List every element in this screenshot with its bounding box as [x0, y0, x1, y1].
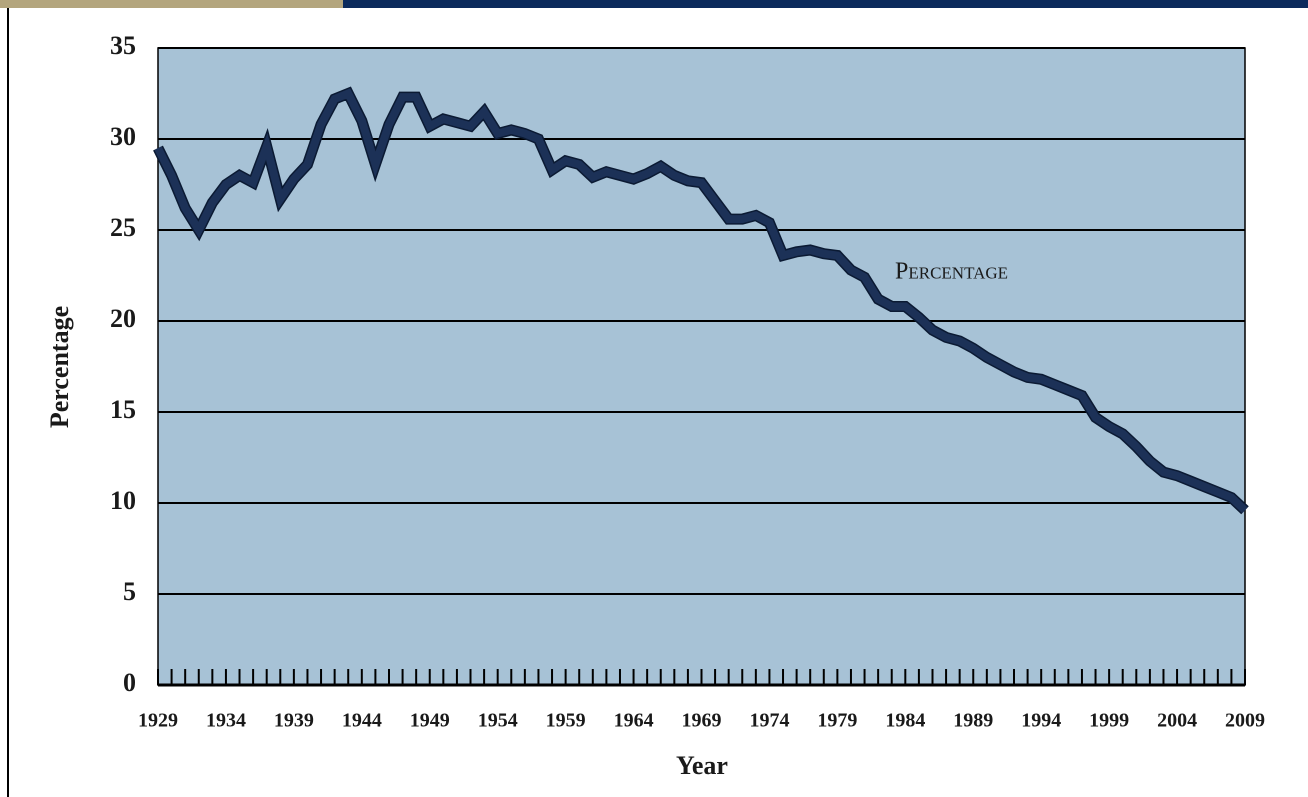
line-series: [154, 88, 1248, 514]
x-tick-label: 1999: [1089, 710, 1129, 732]
x-tick-label: 1964: [614, 710, 654, 732]
x-tick-label: 1934: [206, 710, 246, 732]
x-tick-label: 1974: [749, 710, 789, 732]
x-tick-label: 1989: [953, 710, 993, 732]
x-tick-label: 2009: [1225, 710, 1265, 732]
x-tick-label: 1979: [817, 710, 857, 732]
x-tick-label: 1994: [1021, 710, 1061, 732]
series-annotation: Percentage: [895, 259, 1008, 285]
x-tick-label: 2004: [1157, 710, 1197, 732]
y-tick-label: 25: [110, 213, 136, 242]
y-tick-label: 0: [123, 668, 136, 697]
x-tick-label: 1939: [274, 710, 314, 732]
y-tick-label: 30: [110, 122, 136, 151]
y-tick-label: 5: [123, 577, 136, 606]
y-tick-label: 15: [110, 395, 136, 424]
x-tick-label: 1959: [546, 710, 586, 732]
x-tick-label: 1954: [478, 710, 518, 732]
x-tick-label: 1984: [885, 710, 925, 732]
top-bar-right: [343, 0, 1308, 8]
x-axis-title: Year: [676, 751, 728, 780]
y-axis-title: Percentage: [45, 306, 74, 428]
y-tick-label: 20: [110, 304, 136, 333]
x-tick-label: 1969: [682, 710, 722, 732]
x-tick-label: 1929: [138, 710, 178, 732]
x-tick-label: 1944: [342, 710, 382, 732]
plot-area: [157, 47, 1246, 686]
y-tick-label: 10: [110, 486, 136, 515]
top-bar-left: [0, 0, 343, 8]
plot: 0 5 10 15 20 25 30 35 1929 1934 1939 1944 1949 1954 19…: [110, 31, 1265, 732]
x-tick-label: 1949: [410, 710, 450, 732]
y-tick-label: 35: [110, 31, 136, 60]
